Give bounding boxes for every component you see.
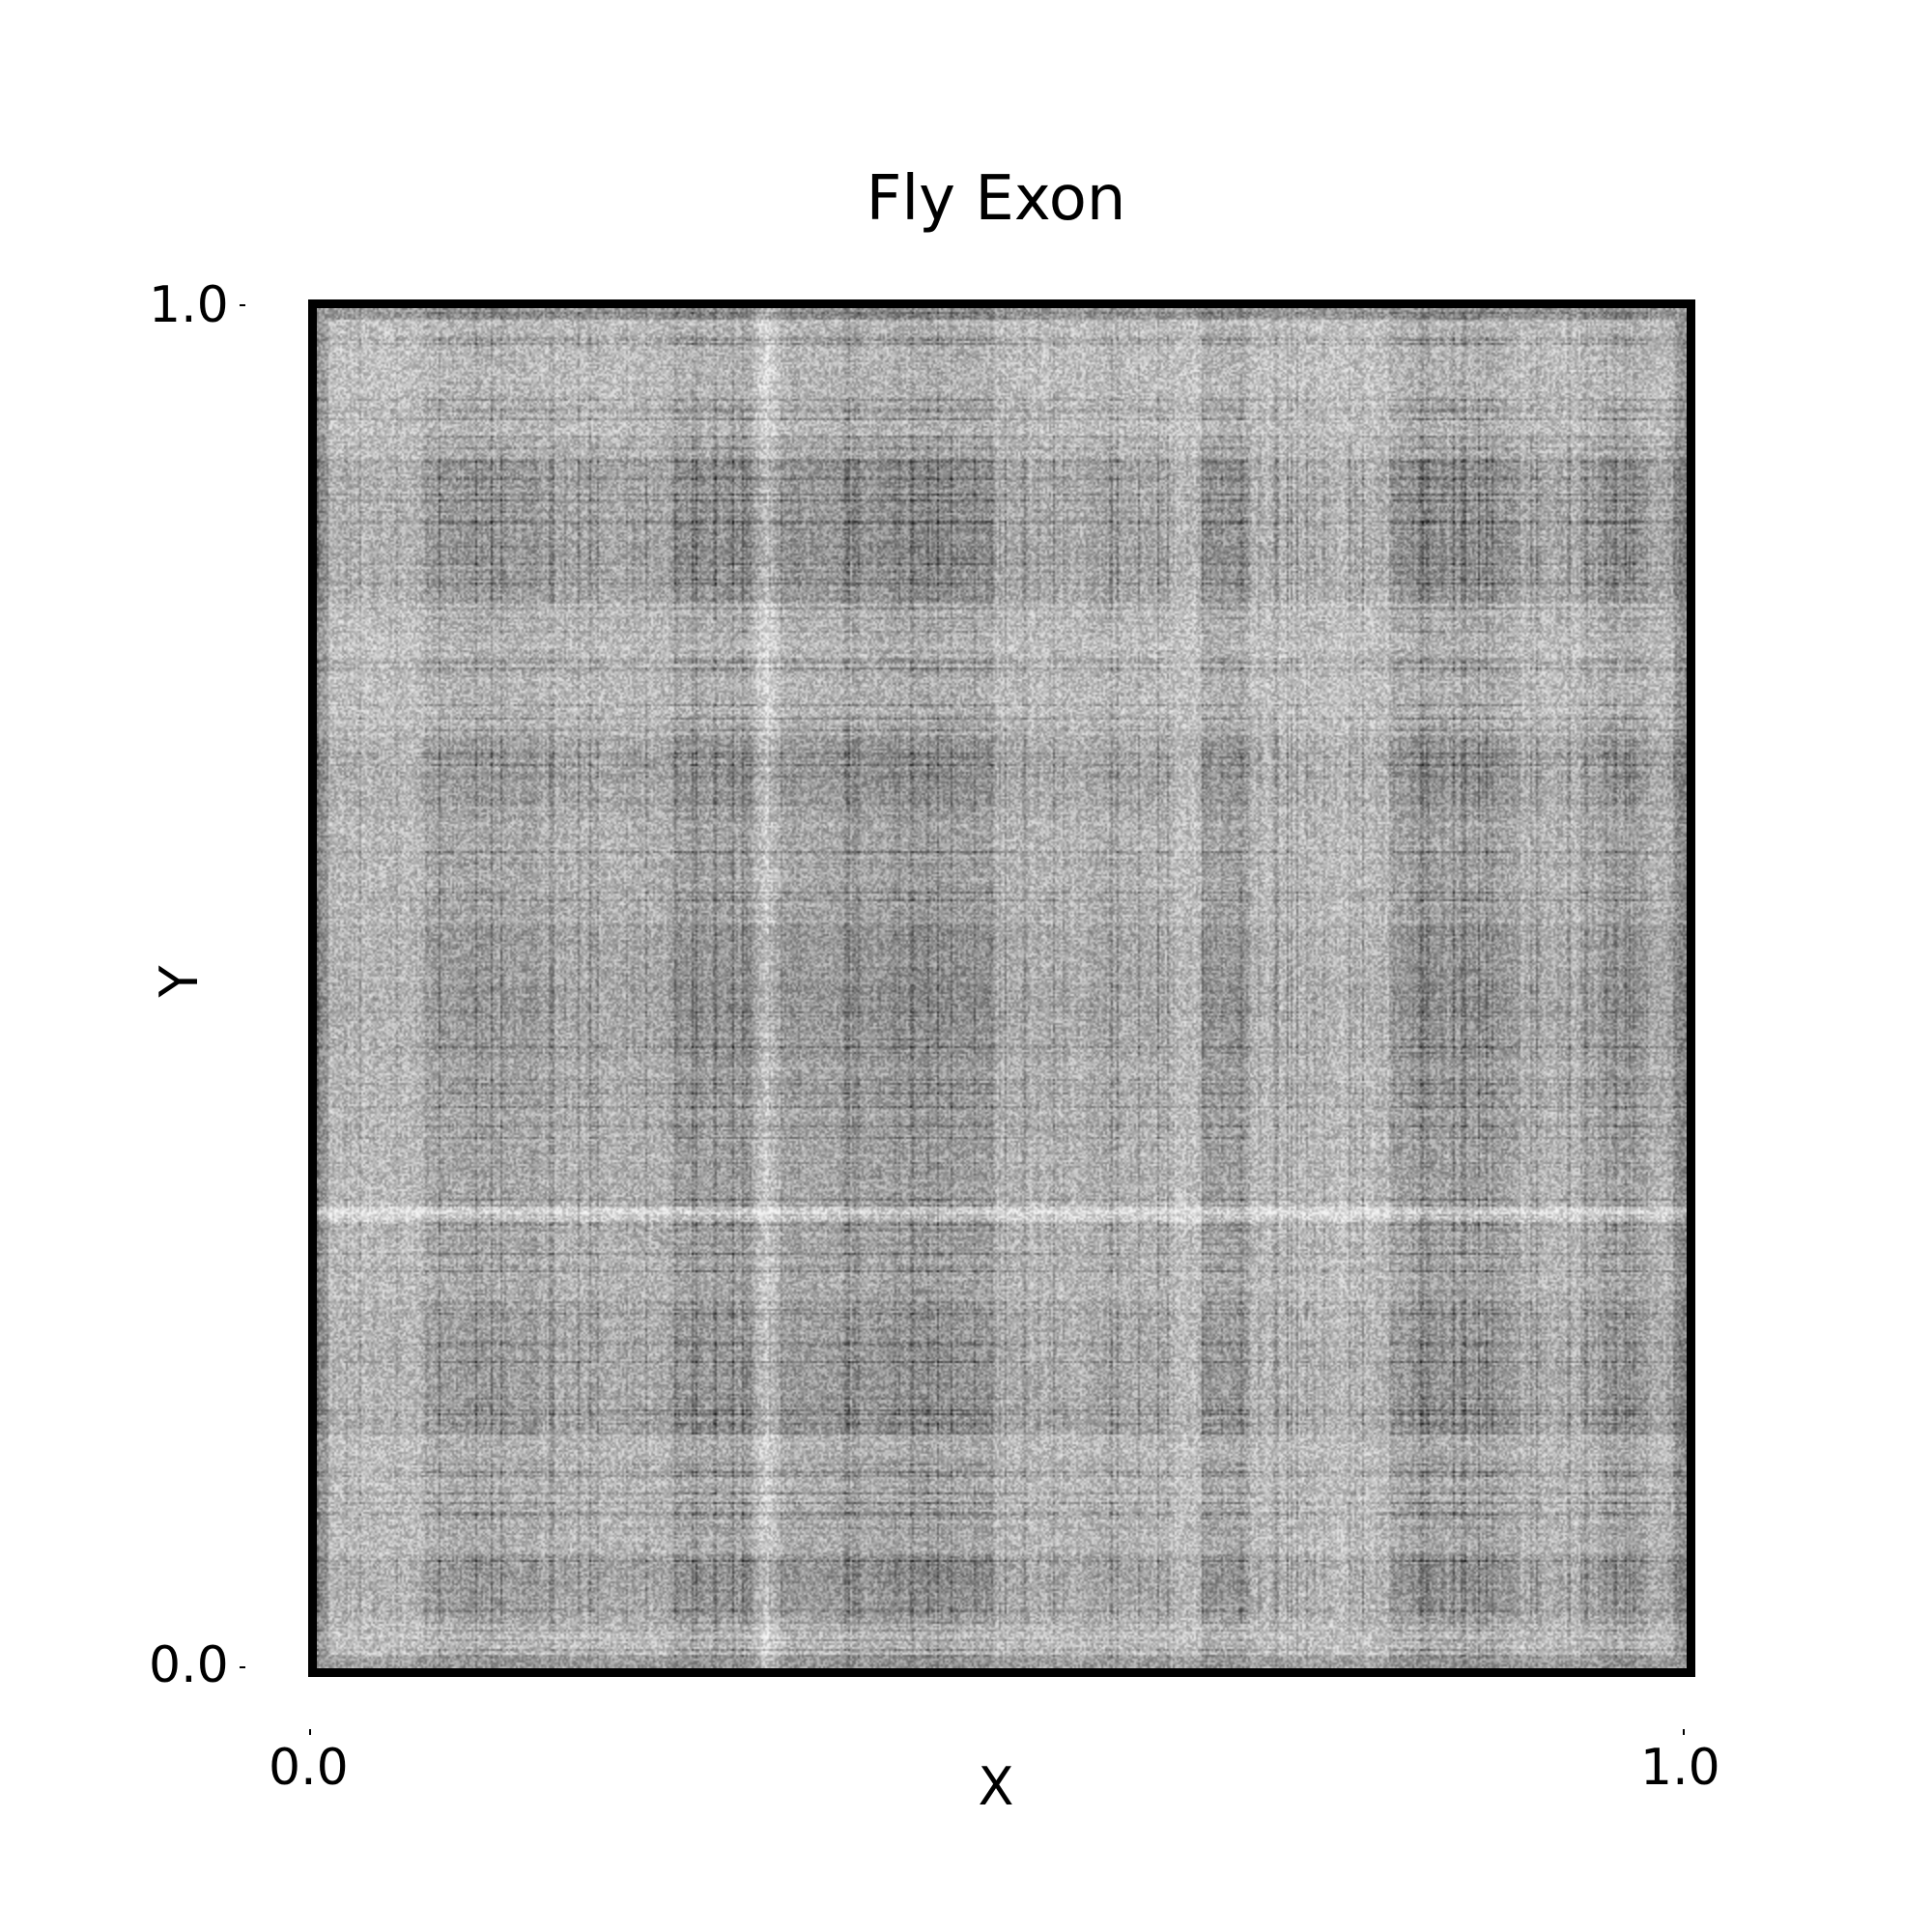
y-tick-label-max: 1.0 [149, 276, 229, 334]
y-tick-mark-bottom [240, 1666, 245, 1668]
x-tick-mark-right [1683, 1729, 1685, 1735]
x-tick-mark-left [309, 1729, 311, 1735]
y-tick-label-min: 0.0 [149, 1636, 229, 1694]
x-tick-label-min: 0.0 [269, 1739, 349, 1797]
x-tick-label-max: 1.0 [1640, 1739, 1720, 1797]
y-tick-mark-top [240, 304, 245, 306]
y-axis-label: Y [149, 965, 210, 998]
chart-title: Fly Exon [866, 163, 1126, 235]
heatmap-plot-area [308, 299, 1695, 1677]
x-axis-label: X [978, 1756, 1014, 1817]
heatmap-image [317, 308, 1687, 1668]
